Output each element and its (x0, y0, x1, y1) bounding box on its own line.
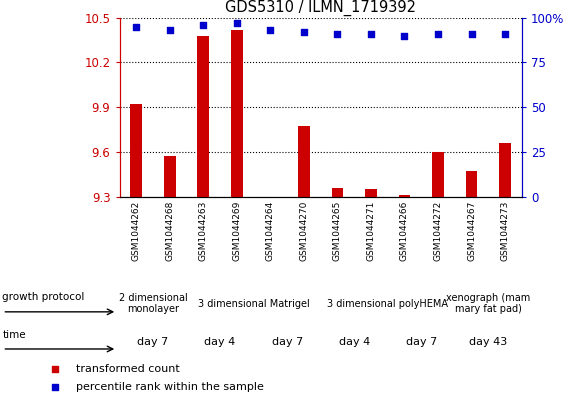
Point (299, 29, 308, 35)
Text: day 4: day 4 (205, 337, 236, 347)
Text: 3 dimensional Matrigel: 3 dimensional Matrigel (198, 299, 310, 309)
Point (266, 27, 275, 33)
Bar (198, 36, 209, 197)
Text: day 7: day 7 (272, 337, 303, 347)
Point (333, 31, 342, 37)
Text: GSM1044265: GSM1044265 (333, 201, 342, 261)
Text: GSM1044271: GSM1044271 (367, 201, 375, 261)
Text: GSM1044263: GSM1044263 (199, 201, 208, 261)
Point (366, 31, 375, 37)
Bar (131, 104, 142, 196)
Text: GSM1044273: GSM1044273 (501, 201, 510, 261)
Text: transformed count: transformed count (76, 364, 180, 374)
Text: day 7: day 7 (138, 337, 168, 347)
Text: growth protocol: growth protocol (2, 292, 85, 302)
Bar (399, 195, 410, 196)
Text: GSM1044267: GSM1044267 (467, 201, 476, 261)
Text: GSM1044269: GSM1044269 (233, 201, 241, 261)
Point (199, 22, 208, 28)
Point (165, 27, 174, 33)
Text: percentile rank within the sample: percentile rank within the sample (76, 382, 264, 392)
Text: 3 dimensional polyHEMA: 3 dimensional polyHEMA (327, 299, 448, 309)
Bar (365, 189, 377, 196)
Bar (499, 143, 511, 196)
Text: day 43: day 43 (469, 337, 507, 347)
Text: GSM1044266: GSM1044266 (400, 201, 409, 261)
Bar (298, 127, 310, 196)
Point (51, 366, 60, 372)
Point (132, 24, 141, 30)
Text: time: time (2, 330, 26, 340)
Point (232, 20, 241, 26)
Point (400, 32, 409, 39)
Point (467, 31, 476, 37)
Text: xenograph (mam
mary fat pad): xenograph (mam mary fat pad) (446, 293, 531, 314)
Text: GSM1044264: GSM1044264 (266, 201, 275, 261)
Text: 2 dimensional
monolayer: 2 dimensional monolayer (119, 293, 187, 314)
Point (433, 31, 442, 37)
Text: GSM1044262: GSM1044262 (132, 201, 141, 261)
Bar (432, 152, 444, 196)
Bar (332, 187, 343, 196)
Text: day 4: day 4 (339, 337, 370, 347)
Bar (231, 29, 243, 196)
Text: GSM1044268: GSM1044268 (166, 201, 174, 261)
Title: GDS5310 / ILMN_1719392: GDS5310 / ILMN_1719392 (225, 0, 416, 17)
Text: GSM1044272: GSM1044272 (434, 201, 442, 261)
Text: day 7: day 7 (406, 337, 437, 347)
Point (500, 31, 510, 37)
Point (51, 384, 60, 390)
Bar (466, 171, 477, 196)
Bar (164, 156, 175, 196)
Text: GSM1044270: GSM1044270 (300, 201, 308, 261)
